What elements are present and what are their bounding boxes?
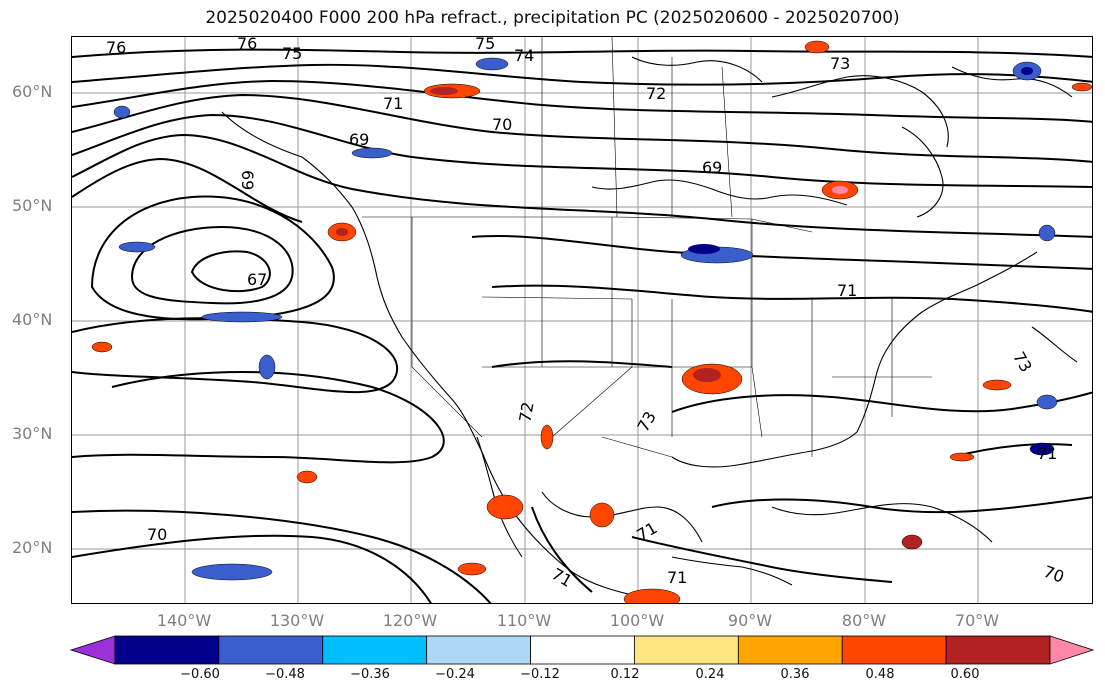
colorbar-segment — [322, 635, 428, 665]
colorbar-tick-label: −0.48 — [265, 667, 305, 682]
map-canvas: 76 76 75 75 74 73 72 71 70 69 69 69 67 7… — [72, 37, 1092, 603]
contour-label: 71 — [383, 94, 403, 113]
contour-label: 71 — [667, 568, 687, 587]
lat-label-30n: 30°N — [12, 424, 53, 443]
contour-label: 73 — [1009, 348, 1036, 375]
colorbar-tick-label: 0.12 — [610, 667, 640, 682]
colorbar-segment — [945, 635, 1051, 665]
colorbar-segment — [634, 635, 739, 665]
colorbar-segment — [426, 635, 531, 665]
colorbar-tick-label: −0.12 — [520, 667, 560, 682]
lon-label-120w: 120°W — [382, 611, 438, 630]
colorbar-tick-label: 0.48 — [865, 667, 895, 682]
colorbar-segment — [737, 635, 843, 665]
lon-label-110w: 110°W — [496, 611, 552, 630]
colorbar-tick-label: −0.60 — [180, 667, 220, 682]
contour-label: 71 — [548, 564, 575, 591]
contour-label: 70 — [147, 525, 167, 544]
contour-label: 71 — [1037, 444, 1057, 463]
colorbar-tick-label: −0.24 — [435, 667, 475, 682]
contour-label: 74 — [514, 46, 534, 65]
colorbar-segment — [218, 635, 324, 665]
map-title: 2025020400 F000 200 hPa refract., precip… — [205, 8, 900, 28]
contour-label: 69 — [238, 170, 257, 190]
contour-label: 76 — [237, 37, 257, 53]
lat-label-20n: 20°N — [12, 538, 53, 557]
contour-label: 72 — [646, 84, 666, 103]
precip-patches — [91, 40, 1092, 603]
colorbar-tick-label: −0.36 — [350, 667, 390, 682]
colorbar-extend-low — [69, 635, 116, 665]
contour-label: 70 — [1041, 562, 1067, 587]
map-panel: 76 76 75 75 74 73 72 71 70 69 69 69 67 7… — [71, 36, 1093, 604]
contour-label: 72 — [515, 400, 537, 423]
contour-label: 75 — [282, 44, 302, 63]
lon-label-100w: 100°W — [609, 611, 665, 630]
lon-label-70w: 70°W — [954, 611, 1000, 630]
lon-label-140w: 140°W — [156, 611, 212, 630]
lat-label-40n: 40°N — [12, 310, 53, 329]
lon-label-80w: 80°W — [841, 611, 887, 630]
colorbar — [69, 635, 1095, 665]
contour-label: 71 — [633, 518, 660, 545]
lon-label-90w: 90°W — [727, 611, 773, 630]
refractivity-contours — [72, 48, 1092, 603]
contour-label: 73 — [830, 54, 850, 73]
contour-label: 69 — [349, 130, 369, 149]
political-borders — [362, 37, 932, 458]
contour-label: 76 — [106, 38, 126, 57]
contour-label: 73 — [633, 408, 660, 435]
contour-label: 67 — [247, 270, 267, 289]
lat-label-50n: 50°N — [12, 196, 53, 215]
contour-label: 71 — [837, 281, 857, 300]
colorbar-segment — [530, 635, 635, 665]
lon-label-130w: 130°W — [269, 611, 325, 630]
contour-label: 75 — [475, 37, 495, 53]
contour-label: 69 — [702, 158, 722, 177]
colorbar-extend-high — [1049, 635, 1095, 665]
colorbar-tick-label: 0.36 — [780, 667, 810, 682]
colorbar-tick-label: 0.24 — [695, 667, 725, 682]
contour-label: 70 — [492, 115, 512, 134]
lat-label-60n: 60°N — [12, 82, 53, 101]
colorbar-tick-label: 0.60 — [950, 667, 980, 682]
colorbar-segment — [841, 635, 947, 665]
colorbar-segment — [114, 635, 220, 665]
